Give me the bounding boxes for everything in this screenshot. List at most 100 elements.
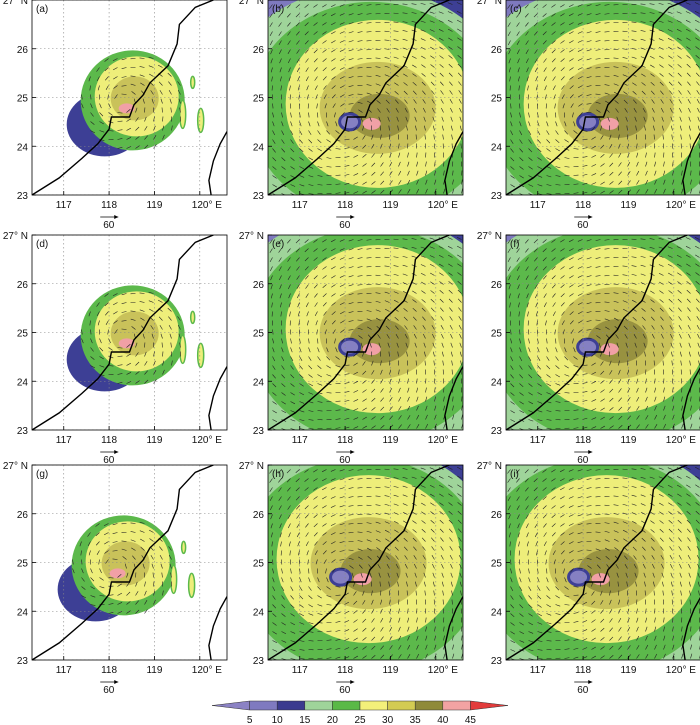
wind-arrow xyxy=(636,645,640,650)
wind-arrow xyxy=(577,284,583,287)
wind-arrow xyxy=(443,387,445,393)
wind-arrow xyxy=(441,563,444,569)
wind-arrow xyxy=(561,559,565,564)
wind-arrow xyxy=(552,293,556,298)
wind-arrow xyxy=(631,30,637,32)
wind-arrow xyxy=(695,493,700,497)
wind-arrow xyxy=(535,85,538,91)
wind-arrow xyxy=(162,125,165,131)
wind-arrow xyxy=(323,85,327,90)
wind-arrow xyxy=(357,22,363,24)
wind-arrow xyxy=(104,293,109,297)
wind-arrow xyxy=(695,55,700,59)
wind-arrow xyxy=(577,4,583,7)
wind-arrow xyxy=(636,378,639,384)
wind-arrow xyxy=(425,396,428,402)
wind-arrow xyxy=(552,302,556,307)
wind-arrow xyxy=(271,76,273,82)
wind-arrow xyxy=(627,415,632,420)
wind-arrow xyxy=(659,511,664,515)
wind-arrow xyxy=(448,511,453,515)
wind-arrow xyxy=(357,4,363,6)
wind-arrow xyxy=(90,112,94,117)
wind-arrow xyxy=(457,28,462,32)
wind-arrow xyxy=(330,505,336,508)
wind-arrow xyxy=(676,484,682,488)
wind-arrow xyxy=(560,13,565,17)
wind-arrow xyxy=(380,152,384,158)
wind-arrow xyxy=(510,419,516,423)
wind-arrow xyxy=(573,347,576,353)
wind-arrow xyxy=(290,175,296,179)
wind-arrow xyxy=(335,365,341,368)
wind-arrow xyxy=(153,599,156,605)
wind-arrow xyxy=(322,13,327,17)
wind-arrow xyxy=(596,556,601,560)
wind-arrow xyxy=(281,175,286,179)
wind-arrow xyxy=(108,103,111,109)
wind-arrow xyxy=(353,619,358,623)
x-tick-label: 119 xyxy=(146,665,162,676)
wind-arrow xyxy=(322,302,327,307)
wind-arrow xyxy=(533,22,538,27)
wind-arrow xyxy=(308,338,310,344)
wind-arrow xyxy=(609,360,612,366)
wind-arrow xyxy=(429,38,435,41)
wind-arrow xyxy=(362,609,366,614)
wind-arrow xyxy=(322,293,327,298)
wind-arrow xyxy=(339,469,345,472)
wind-arrow xyxy=(654,378,656,384)
wind-arrow xyxy=(650,73,655,77)
wind-arrow xyxy=(308,157,314,161)
wind-arrow xyxy=(308,595,313,599)
y-tick-label: 26 xyxy=(17,510,29,521)
wind-arrow xyxy=(652,116,655,122)
wind-arrow xyxy=(457,475,462,479)
wind-arrow xyxy=(272,622,277,626)
wind-arrow xyxy=(448,55,453,59)
wind-arrow xyxy=(393,21,399,23)
wind-arrow xyxy=(528,130,532,136)
wind-arrow xyxy=(296,67,300,73)
wind-arrow xyxy=(458,528,462,533)
wind-arrow xyxy=(591,191,597,194)
wind-arrow xyxy=(269,248,273,253)
wind-arrow xyxy=(367,326,372,330)
wind-arrow xyxy=(353,591,357,596)
wind-arrow xyxy=(362,125,364,131)
wind-arrow xyxy=(334,338,336,344)
wind-arrow xyxy=(651,546,655,551)
wind-arrow xyxy=(117,112,123,114)
wind-arrow xyxy=(322,257,327,261)
wind-arrow xyxy=(663,414,666,420)
wind-arrow xyxy=(623,99,628,104)
wind-arrow xyxy=(552,541,556,546)
wind-arrow xyxy=(416,170,419,176)
wind-arrow xyxy=(560,550,565,555)
wind-arrow xyxy=(335,130,340,134)
wind-arrow xyxy=(396,116,399,122)
wind-arrow xyxy=(600,190,605,194)
wind-arrow xyxy=(441,572,444,578)
y-tick-label: 25 xyxy=(253,94,265,105)
wind-arrow xyxy=(340,103,345,107)
wind-arrow xyxy=(148,56,154,59)
wind-arrow xyxy=(669,99,673,104)
wind-arrow xyxy=(658,246,664,249)
echo-cell xyxy=(196,342,205,369)
wind-arrow xyxy=(360,572,363,578)
wind-arrow xyxy=(413,555,417,560)
wind-arrow xyxy=(290,401,296,405)
wind-arrow xyxy=(290,631,296,634)
map-field xyxy=(268,235,463,430)
wind-arrow xyxy=(439,502,444,506)
wind-arrow xyxy=(632,91,637,95)
wind-arrow xyxy=(348,94,354,96)
wind-arrow xyxy=(429,467,435,470)
wind-arrow xyxy=(330,22,336,26)
wind-arrow xyxy=(694,245,700,249)
wind-arrow xyxy=(516,49,520,55)
wind-arrow xyxy=(560,266,565,270)
wind-arrow xyxy=(640,476,646,479)
